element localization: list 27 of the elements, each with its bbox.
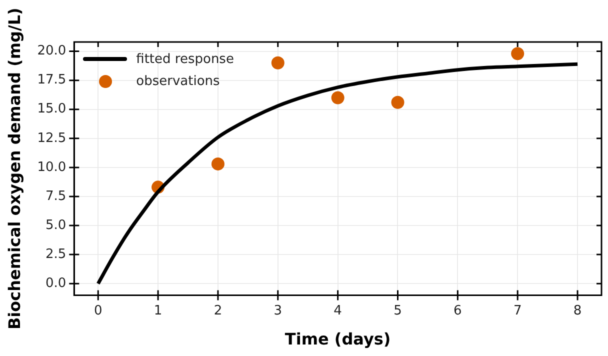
y-axis-title: Biochemical oxygen demand (mg/L) xyxy=(4,8,24,330)
x-tick-label: 4 xyxy=(334,303,342,318)
point xyxy=(211,157,224,170)
legend-label: observations xyxy=(136,74,220,88)
x-tick-label: 6 xyxy=(454,303,462,318)
y-tick-label: 7.5 xyxy=(45,188,66,204)
x-tick-label: 7 xyxy=(513,303,522,318)
y-tick-label: 2.5 xyxy=(45,246,66,262)
point xyxy=(271,56,284,70)
x-tick-label: 3 xyxy=(274,303,282,318)
x-tick-label: 2 xyxy=(214,303,222,318)
x-tick-label: 1 xyxy=(154,303,162,318)
y-tick-label: 17.5 xyxy=(37,72,66,88)
legend-label: fitted response xyxy=(136,52,234,66)
x-tick-label: 5 xyxy=(394,303,402,318)
y-tick-label: 10.0 xyxy=(37,160,66,175)
x-tick-label: 8 xyxy=(573,303,582,318)
y-tick-label: 20.0 xyxy=(37,44,66,59)
point xyxy=(511,47,524,60)
y-tick-label: 0.0 xyxy=(45,276,66,291)
point xyxy=(391,96,404,109)
x-axis-title: Time (days) xyxy=(284,330,391,349)
y-tick-label: 5.0 xyxy=(45,218,66,233)
y-tick-label: 12.5 xyxy=(37,130,66,146)
point xyxy=(331,91,344,104)
x-tick-label: 0 xyxy=(94,303,102,318)
y-tick-label: 15.0 xyxy=(37,102,66,117)
